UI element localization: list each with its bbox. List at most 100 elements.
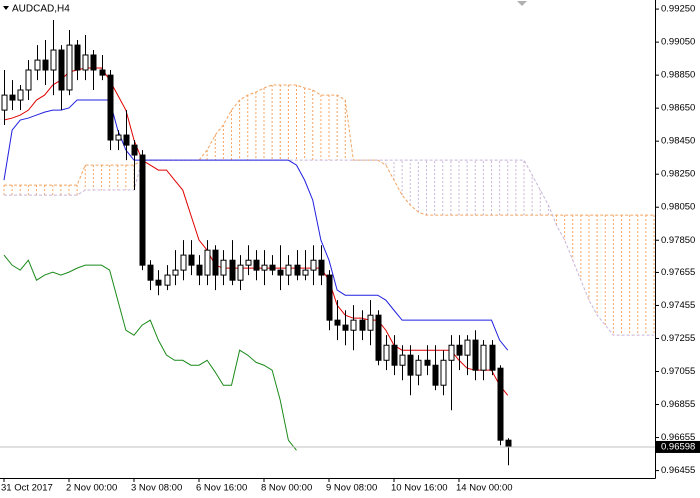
y-tick-label: 0.97455 bbox=[661, 300, 695, 311]
candle-body bbox=[342, 324, 349, 331]
last-price-box bbox=[656, 440, 700, 453]
cloud-layer bbox=[3, 85, 655, 336]
y-tick-label: 0.98850 bbox=[661, 70, 695, 81]
candle-body bbox=[415, 359, 422, 376]
candle-body bbox=[472, 339, 479, 371]
candle-body bbox=[123, 134, 130, 146]
candle-body bbox=[383, 344, 390, 361]
candle-body bbox=[131, 144, 138, 156]
candle-body bbox=[334, 319, 341, 326]
candle-body bbox=[456, 344, 463, 356]
candle-body bbox=[285, 264, 292, 276]
candle-body bbox=[424, 359, 431, 366]
candle-body bbox=[253, 259, 260, 271]
x-tick-label: 31 Oct 2017 bbox=[1, 483, 53, 494]
candle-body bbox=[50, 49, 57, 71]
chikou-line bbox=[3, 254, 297, 451]
shift-marker bbox=[517, 1, 527, 6]
candle-body bbox=[188, 254, 195, 266]
candle-body bbox=[407, 354, 414, 376]
candle-body bbox=[25, 69, 32, 91]
candle-body bbox=[432, 364, 439, 386]
candle-body bbox=[107, 74, 114, 141]
candle-body bbox=[17, 89, 24, 101]
candle-body bbox=[74, 44, 81, 71]
candle-body bbox=[464, 339, 471, 356]
candle-body bbox=[1, 94, 8, 111]
candle-body bbox=[294, 264, 301, 276]
candle-body bbox=[155, 279, 162, 286]
candle-body bbox=[82, 54, 89, 71]
candle-body bbox=[204, 249, 211, 276]
candle-body bbox=[505, 439, 512, 448]
y-tick-label: 0.97255 bbox=[661, 333, 695, 344]
candle-body bbox=[229, 259, 236, 281]
candle-body bbox=[497, 367, 504, 441]
candle-body bbox=[139, 154, 146, 266]
candle-body bbox=[245, 259, 252, 266]
candle-body bbox=[391, 344, 398, 366]
candle-body bbox=[66, 44, 73, 91]
candle-body bbox=[359, 319, 366, 331]
x-tick-label: 3 Nov 08:00 bbox=[131, 483, 182, 494]
candle-body bbox=[302, 269, 309, 276]
candle-body bbox=[350, 319, 357, 331]
symbol-icon bbox=[3, 6, 9, 10]
candle-body bbox=[99, 69, 106, 76]
candle-body bbox=[261, 264, 268, 271]
candle-body bbox=[58, 49, 65, 91]
candle-body bbox=[9, 94, 16, 101]
x-tick-label: 6 Nov 16:00 bbox=[196, 483, 247, 494]
y-tick-label: 0.97655 bbox=[661, 267, 695, 278]
y-tick-label: 0.99250 bbox=[661, 4, 695, 15]
kijun-line bbox=[3, 99, 509, 351]
candle-body bbox=[196, 264, 203, 276]
senkou-span-a bbox=[4, 84, 654, 216]
y-tick-label: 0.98450 bbox=[661, 136, 695, 147]
candle-body bbox=[164, 274, 171, 286]
y-tick-label: 0.96855 bbox=[661, 399, 695, 410]
y-tick-label: 0.96655 bbox=[661, 432, 695, 443]
candle-body bbox=[318, 259, 325, 276]
candle-body bbox=[489, 344, 496, 371]
candle-body bbox=[180, 254, 187, 271]
x-tick-label: 2 Nov 00:00 bbox=[66, 483, 117, 494]
x-tick-label: 14 Nov 00:00 bbox=[456, 483, 513, 494]
x-tick-label: 9 Nov 08:00 bbox=[326, 483, 377, 494]
candle-body bbox=[440, 359, 447, 386]
candle-body bbox=[448, 344, 455, 361]
candle-body bbox=[90, 54, 97, 71]
candle-body bbox=[237, 264, 244, 281]
y-tick-label: 0.96455 bbox=[661, 465, 695, 476]
candle-body bbox=[269, 264, 276, 271]
candle-body bbox=[220, 259, 227, 276]
candle-body bbox=[115, 134, 122, 141]
last-price-label: 0.96598 bbox=[661, 441, 695, 452]
candle-body bbox=[310, 259, 317, 271]
y-tick-label: 0.97850 bbox=[661, 235, 695, 246]
candle-body bbox=[367, 314, 374, 331]
y-tick-label: 0.98650 bbox=[661, 103, 695, 114]
candle-body bbox=[172, 269, 179, 276]
candle-body bbox=[212, 249, 219, 276]
y-tick-label: 0.99050 bbox=[661, 37, 695, 48]
x-tick-label: 8 Nov 00:00 bbox=[261, 483, 312, 494]
candle-body bbox=[399, 354, 406, 366]
candle-layer bbox=[1, 19, 512, 466]
candle-body bbox=[326, 274, 333, 321]
candle-body bbox=[147, 264, 154, 281]
y-tick-label: 0.98250 bbox=[661, 169, 695, 180]
y-tick-label: 0.98050 bbox=[661, 202, 695, 213]
y-tick-label: 0.97055 bbox=[661, 366, 695, 377]
x-tick-label: 10 Nov 16:00 bbox=[391, 483, 448, 494]
candle-body bbox=[34, 59, 41, 71]
candle-body bbox=[277, 269, 284, 276]
candle-body bbox=[42, 59, 49, 71]
candle-body bbox=[375, 314, 382, 361]
candle-body bbox=[480, 344, 487, 371]
chart-title: AUDCAD,H4 bbox=[12, 4, 70, 15]
